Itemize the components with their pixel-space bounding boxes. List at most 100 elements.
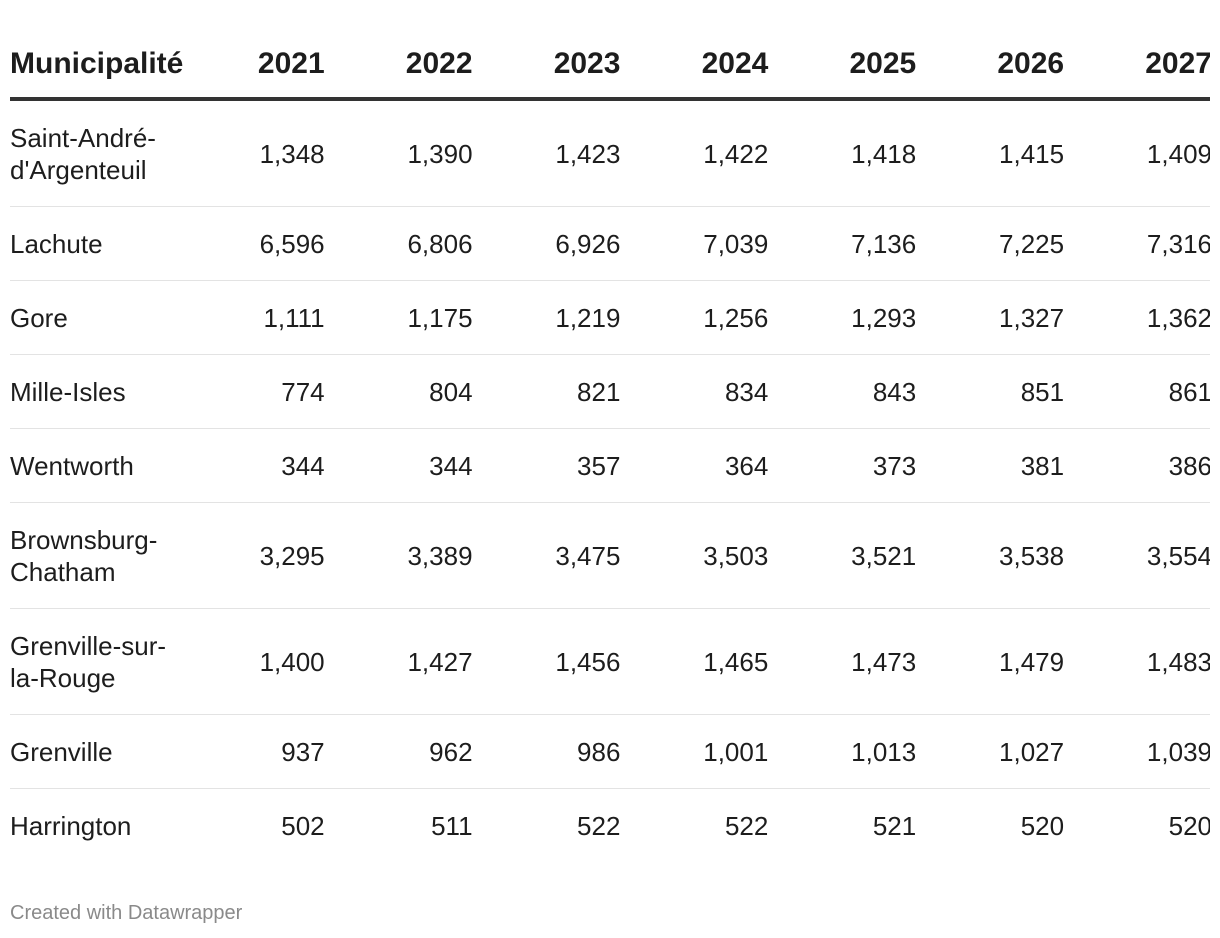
table-row: Lachute 6,596 6,806 6,926 7,039 7,136 7,225 7,3… [10, 206, 1210, 281]
value-cell: 1,256 [620, 280, 769, 355]
value-cell: 1,409 [1064, 99, 1210, 207]
value-cell: 1,479 [916, 608, 1065, 715]
municipality-name-line: Saint-André- [10, 122, 156, 153]
value-cell: 6,596 [176, 206, 325, 281]
table-row: Gore1,1111,1751,2191,2561,2931,3271,3621… [10, 280, 1210, 355]
value-cell: 1,111 [176, 280, 325, 355]
table-viewport: Municipalité 2021 2022 2023 2024 2025 2026 2027… [10, 30, 1210, 862]
table-row: Mille-Isles 774 804 821 834 843 851 861 [10, 354, 1210, 429]
value-cell: 502 [281, 810, 325, 841]
value-cell: 364 [620, 428, 769, 503]
value-cell: 386 [1064, 428, 1210, 503]
municipality-name-line: Chatham [10, 556, 116, 587]
municipality-name-line: Harrington [10, 810, 132, 841]
value-cell: 1,327 [916, 280, 1065, 355]
value-cell: 1,027 [916, 714, 1065, 789]
value-cell: 1,473 [768, 608, 917, 715]
column-header-year: 2023 [472, 30, 621, 101]
value-cell: 3,521 [768, 502, 917, 609]
column-header-year: 2024 [620, 30, 769, 101]
table-row: Wentworth 344 344 357 364 373 381 386 [10, 428, 1210, 503]
value-cell: 804 [324, 354, 473, 429]
value-cell: 1,423 [472, 99, 621, 207]
value-cell: 821 [472, 354, 621, 429]
value-cell: 373 [768, 428, 917, 503]
value-cell: 344 [324, 428, 473, 503]
value-cell: 861 [1064, 354, 1210, 429]
value-cell: 774 [176, 354, 325, 429]
value-cell: 937 [176, 714, 325, 789]
column-header-year: 2021 [176, 30, 325, 101]
value-cell: 834 [620, 354, 769, 429]
value-cell: 1,418 [768, 99, 917, 207]
municipality-name-line: Mille-Isles [10, 376, 126, 407]
column-header-year: 2022 [324, 30, 473, 101]
value-cell: 6,926 [472, 206, 621, 281]
table-row: Brownsburg- Chatham 3,295 3,389 3,475 3,503 3,… [10, 502, 1210, 609]
municipality-name-cell: Brownsburg- Chatham [10, 502, 177, 609]
value-cell: 3,538 [916, 502, 1065, 609]
municipality-name-line: Gore [10, 302, 68, 333]
value-cell: 1,175 [324, 280, 473, 355]
value-cell: 1,390 [324, 99, 473, 207]
value-cell: 1,348 [176, 99, 325, 207]
value-cell: 3,475 [472, 502, 621, 609]
value-cell: 3,554 [1064, 502, 1210, 609]
value-cell: 7,225 [916, 206, 1065, 281]
municipality-name-line: Brownsburg- [10, 524, 158, 555]
value-cell: 1,362 [1064, 280, 1210, 355]
municipality-name-cell: Lachute [10, 206, 177, 281]
value-cell: 521 [872, 810, 917, 841]
municipality-name-cell: Mille-Isles [10, 354, 177, 429]
footer-credit: Created with Datawrapper [10, 902, 243, 924]
value-cell: 7,136 [768, 206, 917, 281]
municipality-name-line: Grenville [10, 736, 113, 767]
column-header-year: 2025 [768, 30, 917, 101]
municipality-name-cell: Gore [10, 280, 177, 355]
value-cell: 1,456 [472, 608, 621, 715]
value-cell: 1,039 [1064, 714, 1210, 789]
value-cell: 1,219 [472, 280, 621, 355]
municipality-name-cell: Grenville [10, 714, 177, 789]
table-row: Saint-André-d'Argenteuil 1,348 1,390 1,423 1… [10, 99, 1210, 207]
value-cell: 522 [577, 810, 621, 841]
municipality-name-cell: Harrington [10, 789, 177, 863]
value-cell: 381 [916, 428, 1065, 503]
value-cell: 1,415 [916, 99, 1065, 207]
value-cell: 1,013 [768, 714, 917, 789]
value-cell: 843 [768, 354, 917, 429]
municipality-name-cell: Wentworth [10, 428, 177, 503]
value-cell: 520 [1168, 810, 1210, 841]
column-header-municipality: Municipalité [10, 30, 183, 101]
value-cell: 6,806 [324, 206, 473, 281]
municipality-name-line: la-Rouge [10, 662, 116, 693]
table-header-row: Municipalité 2021 2022 2023 2024 2025 2026 2027… [10, 30, 1210, 101]
value-cell: 344 [176, 428, 325, 503]
value-cell: 511 [431, 810, 473, 841]
value-cell: 1,293 [768, 280, 917, 355]
table-row: Grenville-sur-la-Rouge 1,400 1,427 1,456 1,4… [10, 608, 1210, 715]
municipality-name-cell: Saint-André-d'Argenteuil [10, 99, 177, 207]
municipality-name-line: Lachute [10, 228, 103, 259]
value-cell: 522 [724, 810, 769, 841]
value-cell: 1,427 [324, 608, 473, 715]
municipality-name-line: d'Argenteuil [10, 154, 147, 185]
value-cell: 3,389 [324, 502, 473, 609]
value-cell: 3,503 [620, 502, 769, 609]
table-row: Harrington 502 511 522 522 521 520 520 [10, 789, 1210, 863]
column-header-year: 2027 [1064, 30, 1210, 101]
value-cell: 357 [472, 428, 621, 503]
value-cell: 851 [916, 354, 1065, 429]
value-cell: 1,483 [1064, 608, 1210, 715]
table-body: Saint-André-d'Argenteuil 1,348 1,390 1,423 1… [10, 99, 1210, 862]
value-cell: 1,422 [620, 99, 769, 207]
data-table: Municipalité 2021 2022 2023 2024 2025 2026 2027… [10, 30, 1210, 862]
municipality-name-cell: Grenville-sur-la-Rouge [10, 608, 177, 715]
value-cell: 962 [324, 714, 473, 789]
value-cell: 7,039 [620, 206, 769, 281]
municipality-name-line: Grenville-sur- [10, 630, 167, 661]
value-cell: 3,295 [176, 502, 325, 609]
value-cell: 1,465 [620, 608, 769, 715]
value-cell: 1,400 [176, 608, 325, 715]
